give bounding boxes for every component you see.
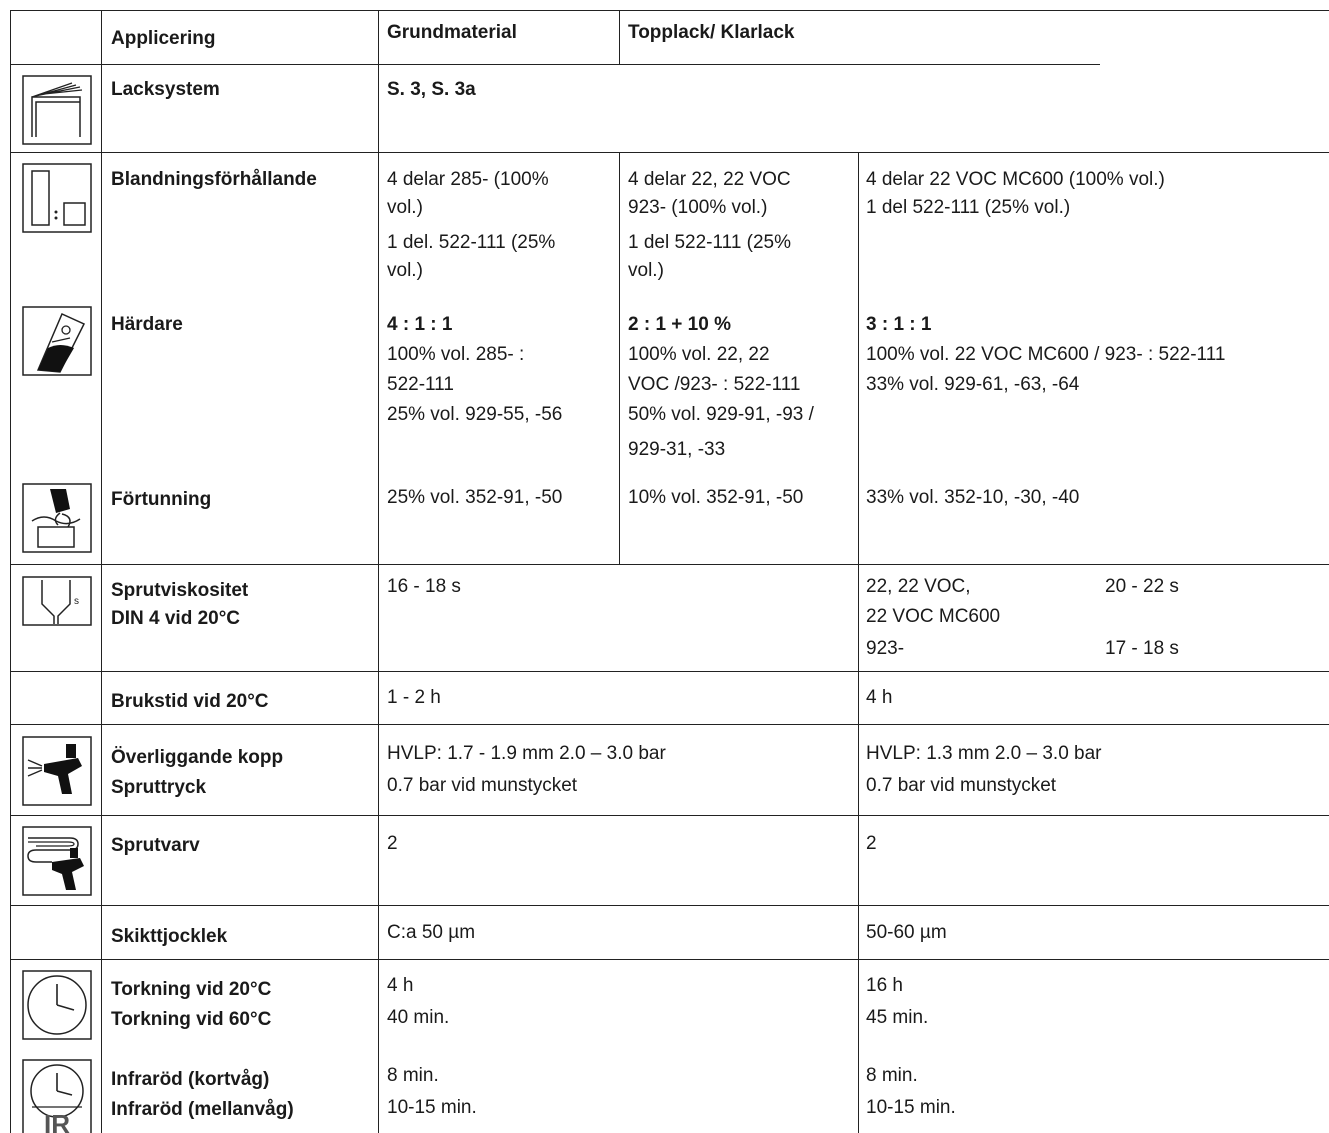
row-label-fortunning: Förtunning (111, 489, 212, 510)
row-label-ir-mellanvag: Infraröd (mellanvåg) (111, 1099, 294, 1120)
viskositet-topp-c: 923- (866, 638, 905, 659)
row-label-brukstid: Brukstid vid 20°C (111, 691, 269, 712)
hardare-mc600-line: 33% vol. 929-61, -63, -64 (866, 374, 1080, 395)
kopp-topp-line2: 0.7 bar vid munstycket (866, 775, 1057, 796)
hardare-mc600-line: 100% vol. 22 VOC MC600 / 923- : 522-111 (866, 344, 1226, 365)
viscosity-cup-icon: s (22, 576, 92, 626)
hardare-grund-line: 100% vol. 285- : (387, 344, 525, 365)
fortunning-grund: 25% vol. 352-91, -50 (387, 487, 563, 508)
header-applicering: Applicering (111, 28, 216, 49)
table-divider (619, 10, 620, 65)
ir-grund-mellanvag: 10-15 min. (387, 1097, 477, 1118)
table-divider (10, 724, 1329, 725)
sprutvarv-grund: 2 (387, 833, 398, 854)
brukstid-grund: 1 - 2 h (387, 687, 441, 708)
viskositet-topp-b: 22 VOC MC600 (866, 606, 1001, 627)
row-label-spruttryck: Spruttryck (111, 777, 207, 798)
infrared-ir-text: IR (44, 1109, 70, 1133)
blandning-topp-line: vol.) (628, 260, 664, 281)
hardare-mc600-ratio: 3 : 1 : 1 (866, 314, 932, 335)
viskositet-topp-a-value: 20 - 22 s (1105, 576, 1179, 597)
blandning-grund-line: 1 del. 522-111 (25% (387, 232, 556, 253)
viskositet-topp-a: 22, 22 VOC, (866, 576, 971, 597)
clock-icon (22, 970, 92, 1040)
torkning-grund-60: 40 min. (387, 1007, 450, 1028)
blandning-mc600-line: 4 delar 22 VOC MC600 (100% vol.) (866, 169, 1165, 190)
ir-topp-kortvag: 8 min. (866, 1065, 918, 1086)
table-divider (858, 152, 859, 1133)
table-divider (378, 10, 379, 1133)
blandning-grund-line: vol.) (387, 260, 423, 281)
hardare-topp-line: VOC /923- : 522-111 (628, 374, 801, 395)
blandning-grund-line: vol.) (387, 197, 423, 218)
row-label-din4: DIN 4 vid 20°C (111, 608, 241, 629)
torkning-topp-60: 45 min. (866, 1007, 929, 1028)
kopp-topp-line1: HVLP: 1.3 mm 2.0 – 3.0 bar (866, 743, 1102, 764)
hardare-grund-line: 522-111 (387, 374, 454, 395)
blandning-grund-line: 4 delar 285- (100% (387, 169, 549, 190)
thinner-pour-icon (22, 483, 92, 553)
hardener-can-icon (22, 306, 92, 376)
brukstid-topp: 4 h (866, 687, 893, 708)
table-divider (10, 564, 1329, 565)
hardare-grund-ratio: 4 : 1 : 1 (387, 314, 453, 335)
row-label-kopp: Överliggande kopp (111, 747, 284, 768)
sprutvarv-topp: 2 (866, 833, 877, 854)
lacksystem-value: S. 3, S. 3a (387, 79, 476, 100)
ir-topp-mellanvag: 10-15 min. (866, 1097, 956, 1118)
row-label-skikt: Skikttjocklek (111, 926, 228, 947)
skikt-topp: 50-60 µm (866, 922, 947, 943)
hardare-topp-line: 50% vol. 929-91, -93 / (628, 404, 814, 425)
table-divider (10, 905, 1329, 906)
row-label-torkning-20: Torkning vid 20°C (111, 979, 272, 1000)
table-divider (619, 152, 620, 564)
row-label-torkning-60: Torkning vid 60°C (111, 1009, 272, 1030)
table-divider (10, 152, 1329, 153)
hardare-topp-line: 929-31, -33 (628, 439, 726, 460)
spray-passes-icon (22, 826, 92, 896)
table-border (10, 10, 1329, 11)
hardare-topp-line: 100% vol. 22, 22 (628, 344, 770, 365)
blandning-topp-line: 1 del 522-111 (25% (628, 232, 792, 253)
table-divider (10, 959, 1329, 960)
table-divider (10, 671, 1329, 672)
table-divider (101, 10, 102, 1133)
row-label-sprutviskositet: Sprutviskositet (111, 580, 249, 601)
blandning-mc600-line: 1 del 522-111 (25% vol.) (866, 197, 1071, 218)
torkning-topp-20: 16 h (866, 975, 903, 996)
fortunning-topp: 10% vol. 352-91, -50 (628, 487, 804, 508)
table-divider (10, 815, 1329, 816)
book-layers-icon (22, 75, 92, 145)
kopp-grund-line2: 0.7 bar vid munstycket (387, 775, 578, 796)
row-label-sprutvarv: Sprutvarv (111, 835, 200, 856)
svg-text:s: s (74, 596, 79, 607)
table-divider (10, 64, 1100, 65)
viskositet-topp-c-value: 17 - 18 s (1105, 638, 1179, 659)
infrared-clock-icon: IR (22, 1059, 92, 1133)
table-border (10, 10, 11, 1133)
row-label-ir-kortvag: Infraröd (kortvåg) (111, 1069, 270, 1090)
hardare-topp-ratio: 2 : 1 + 10 % (628, 314, 731, 335)
kopp-grund-line1: HVLP: 1.7 - 1.9 mm 2.0 – 3.0 bar (387, 743, 666, 764)
hardare-grund-line: 25% vol. 929-55, -56 (387, 404, 563, 425)
blandning-topp-line: 923- (100% vol.) (628, 197, 768, 218)
ir-grund-kortvag: 8 min. (387, 1065, 439, 1086)
fortunning-mc600: 33% vol. 352-10, -30, -40 (866, 487, 1080, 508)
spray-gun-icon (22, 736, 92, 806)
torkning-grund-20: 4 h (387, 975, 414, 996)
viskositet-grund: 16 - 18 s (387, 576, 461, 597)
row-label-hardare: Härdare (111, 314, 183, 335)
skikt-grund: C:a 50 µm (387, 922, 476, 943)
blandning-topp-line: 4 delar 22, 22 VOC (628, 169, 791, 190)
header-topplack: Topplack/ Klarlack (628, 22, 795, 43)
mixing-ratio-icon (22, 163, 92, 233)
row-label-lacksystem: Lacksystem (111, 79, 220, 100)
header-grundmaterial: Grundmaterial (387, 22, 517, 43)
row-label-blandning: Blandningsförhållande (111, 169, 317, 190)
